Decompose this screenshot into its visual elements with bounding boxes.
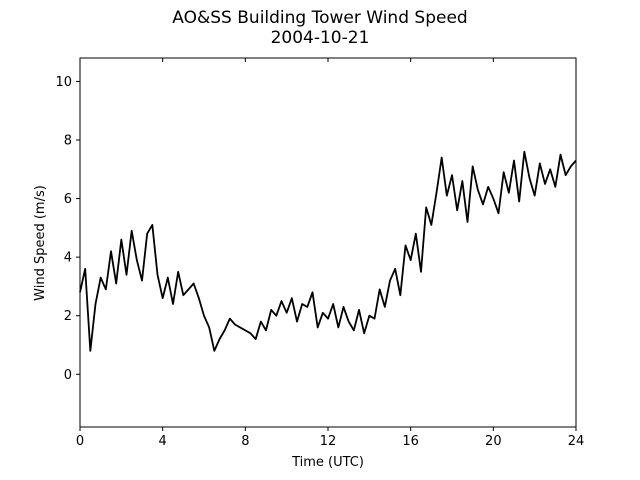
x-tick-label: 8 xyxy=(241,434,249,449)
x-axis: 0 4 8 12 16 20 24 xyxy=(76,58,584,449)
y-tick-label: 8 xyxy=(64,134,72,149)
y-tick-label: 0 xyxy=(64,368,72,383)
y-tick-label: 2 xyxy=(64,309,72,324)
x-tick-label: 16 xyxy=(402,434,419,449)
x-tick-label: 20 xyxy=(485,434,502,449)
y-tick-label: 10 xyxy=(55,75,72,90)
x-tick-label: 0 xyxy=(76,434,84,449)
y-axis-label: Wind Speed (m/s) xyxy=(33,185,48,301)
x-tick-label: 24 xyxy=(568,434,585,449)
x-tick-label: 12 xyxy=(320,434,337,449)
y-axis: 0 2 4 6 8 10 xyxy=(55,75,80,383)
x-axis-label: Time (UTC) xyxy=(291,455,364,470)
plot-area xyxy=(79,57,577,428)
series-line-0 xyxy=(79,150,577,352)
y-tick-label: 6 xyxy=(64,192,72,207)
y-tick-label: 4 xyxy=(64,251,72,266)
x-tick-label: 4 xyxy=(159,434,167,449)
chart-subtitle: 2004-10-21 xyxy=(270,28,370,48)
chart-title: AO&SS Building Tower Wind Speed xyxy=(172,8,468,28)
